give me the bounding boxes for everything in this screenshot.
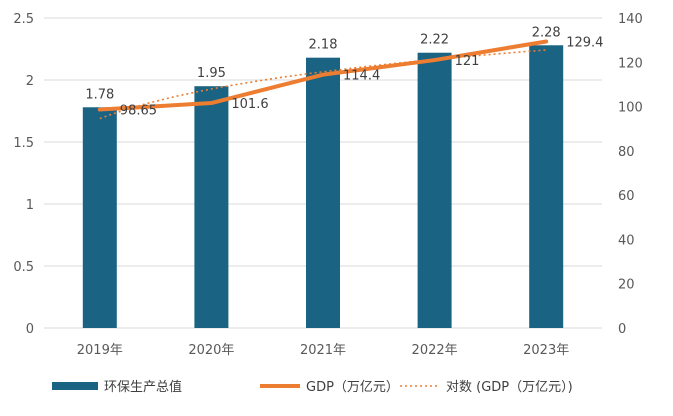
left-axis-tick-label: 2 [26,74,34,89]
bar-data-label: 2.28 [532,25,561,40]
left-axis-tick-label: 0 [26,322,34,337]
left-axis-tick-label: 2.5 [13,12,34,27]
bar-data-label: 2.22 [420,33,449,48]
legend-label: GDP（万亿元） [306,380,399,395]
bar-series [82,45,564,329]
x-axis-tick-label: 2023年 [523,343,569,358]
x-axis-tick-label: 2020年 [188,343,234,358]
left-axis-tick-label: 0.5 [13,260,34,275]
right-axis-tick-label: 120 [618,56,643,71]
bar [194,86,229,328]
bar-data-label: 1.78 [85,87,114,102]
gdp-line [97,39,549,112]
axis-labels: 0 0.5 1 1.5 2 2.5 0 20 40 60 80 100 120 140 2019年 2020年… [13,12,643,358]
right-axis-tick-label: 0 [618,322,626,337]
x-axis-tick-label: 2022年 [412,343,458,358]
bar [417,52,452,328]
right-axis-tick-label: 40 [618,233,635,248]
right-axis-tick-label: 20 [618,278,635,293]
right-axis-tick-label: 100 [618,101,643,116]
left-axis-tick-label: 1.5 [13,136,34,151]
line-series [97,39,549,112]
bar [529,45,564,328]
line-data-label: 114.4 [343,69,380,84]
line-data-label: 98.65 [120,104,157,119]
legend: 环保生产总值 GDP（万亿元） 对数 (GDP（万亿元）) [52,379,573,395]
right-axis-tick-label: 80 [618,145,635,160]
line-data-label: 129.4 [566,35,603,50]
right-axis-tick-label: 60 [618,189,635,204]
x-axis-tick-label: 2019年 [77,343,123,358]
left-axis-tick-label: 1 [26,198,34,213]
legend-label: 对数 (GDP（万亿元）) [446,380,573,395]
line-data-label: 101.6 [231,97,268,112]
bar [82,107,117,328]
line-data-label: 121 [455,54,480,69]
bar [306,57,340,329]
right-axis-tick-label: 140 [618,12,643,27]
legend-label: 环保生产总值 [104,379,182,395]
legend-swatch-bar [52,382,98,390]
x-axis-tick-label: 2021年 [300,343,346,358]
bar-data-label: 1.95 [197,66,226,81]
data-labels: 1.78 1.95 2.18 2.22 2.28 98.65 101.6 114.4 121 12… [85,25,603,118]
bar-data-label: 2.18 [309,38,338,53]
